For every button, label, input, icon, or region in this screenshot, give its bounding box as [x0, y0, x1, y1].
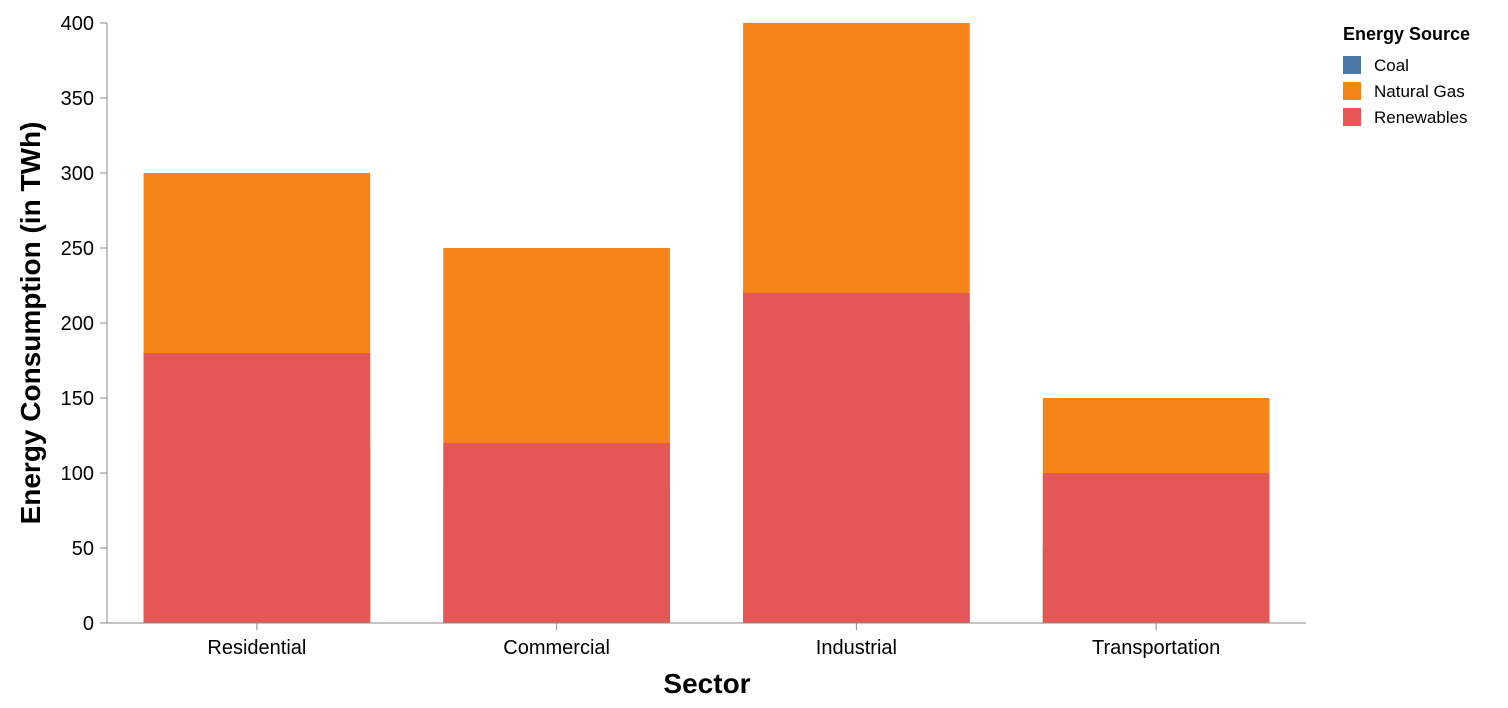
y-tick-label: 250: [61, 238, 94, 260]
x-axis-title: Sector: [663, 668, 750, 699]
y-tick-label: 100: [61, 463, 94, 485]
y-tick-label: 0: [83, 613, 94, 635]
legend-label: Renewables: [1374, 108, 1468, 127]
bar: [1042, 473, 1270, 623]
y-tick-label: 200: [61, 313, 94, 335]
y-tick-label: 400: [61, 13, 94, 35]
bar: [143, 353, 371, 623]
legend-label: Natural Gas: [1374, 82, 1465, 101]
legend-swatch: [1343, 82, 1361, 100]
legend-swatch: [1343, 108, 1361, 126]
y-tick-label: 300: [61, 163, 94, 185]
y-tick-label: 50: [72, 538, 94, 560]
y-axis-title: Energy Consumption (in TWh): [15, 122, 46, 525]
legend-swatch: [1343, 56, 1361, 74]
y-tick-label: 350: [61, 88, 94, 110]
x-tick-label: Residential: [207, 637, 306, 659]
x-tick-label: Industrial: [816, 637, 897, 659]
x-tick-label: Transportation: [1092, 637, 1220, 659]
bar: [443, 443, 670, 623]
bar: [743, 293, 970, 623]
legend-title: Energy Source: [1343, 24, 1470, 44]
x-tick-label: Commercial: [503, 637, 610, 659]
legend-label: Coal: [1374, 56, 1409, 75]
y-tick-label: 150: [61, 388, 94, 410]
